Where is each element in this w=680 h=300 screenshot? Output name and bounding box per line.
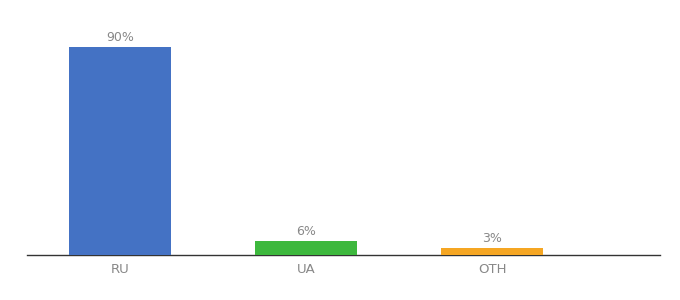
Bar [69,47,171,255]
Text: 3%: 3% [482,232,502,244]
Bar [255,241,358,255]
Text: 6%: 6% [296,225,316,238]
Bar [441,248,543,255]
Text: 90%: 90% [106,31,134,44]
